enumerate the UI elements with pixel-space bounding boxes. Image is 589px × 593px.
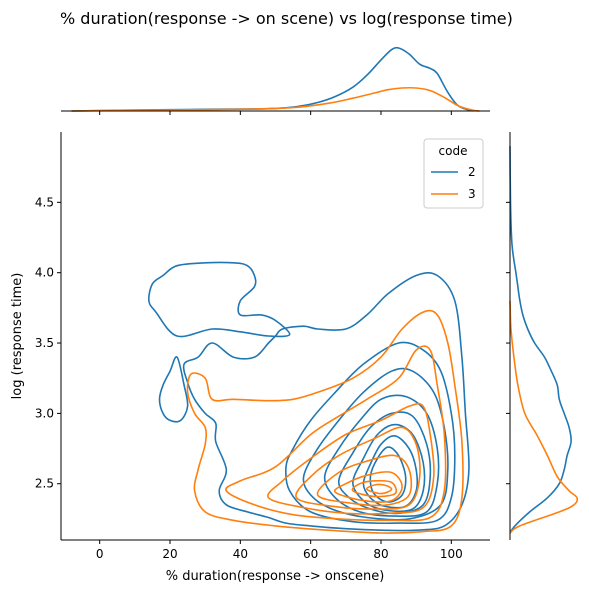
top-marginal-curve-3 xyxy=(71,86,480,112)
y-tick-label: 4.0 xyxy=(35,266,54,280)
right-marginal-curve-2 xyxy=(509,146,572,534)
top-marginal-curve-2 xyxy=(71,46,473,112)
contour-series-3-level-3 xyxy=(267,402,435,515)
x-tick-label: 60 xyxy=(303,547,318,561)
right-marginal-panel xyxy=(506,132,579,540)
right-marginal-curve-3 xyxy=(509,300,579,534)
contour-series-3-level-8 xyxy=(365,483,393,495)
legend-box xyxy=(423,138,484,209)
joint-panel: 0 20 40 60 80 100 2.5 3.0 3.5 4.0 4.5 % duration(… xyxy=(10,111,490,584)
contour-series-3-level-2 xyxy=(225,345,447,522)
y-tick-label: 2.5 xyxy=(35,477,54,491)
y-tick-label: 4.5 xyxy=(35,195,54,209)
legend-label-2: 2 xyxy=(468,165,476,179)
x-tick-label: 80 xyxy=(373,547,388,561)
legend: code 2 3 xyxy=(423,138,484,209)
contour-series-3-level-1 xyxy=(186,309,464,534)
contour-series-3-level-4 xyxy=(295,426,421,510)
contour-series-2-level-3 xyxy=(147,261,291,338)
x-tick-label: 20 xyxy=(162,547,177,561)
contour-series-3-level-6 xyxy=(333,471,403,503)
contour-series-2-level-9 xyxy=(362,435,419,509)
top-marginal-panel xyxy=(61,46,490,112)
x-tick-label: 100 xyxy=(440,547,463,561)
x-tick-label: 40 xyxy=(233,547,248,561)
chart-title: % duration(response -> on scene) vs log(… xyxy=(60,9,513,28)
contour-series-2-level-4 xyxy=(284,341,456,525)
legend-label-3: 3 xyxy=(468,187,476,201)
contour-series-3-level-5 xyxy=(316,454,413,507)
y-tick-label: 3.0 xyxy=(35,406,54,420)
contour-series-2-level-2 xyxy=(158,356,189,423)
x-tick-label: 0 xyxy=(96,547,104,561)
contour-series-2-level-6 xyxy=(323,394,440,518)
y-tick-label: 3.5 xyxy=(35,336,54,350)
y-axis-label: log (response time) xyxy=(10,273,25,400)
x-axis-label: % duration(response -> onscene) xyxy=(166,569,385,584)
contour-series-3-level-7 xyxy=(351,479,398,498)
legend-title: code xyxy=(439,144,468,158)
